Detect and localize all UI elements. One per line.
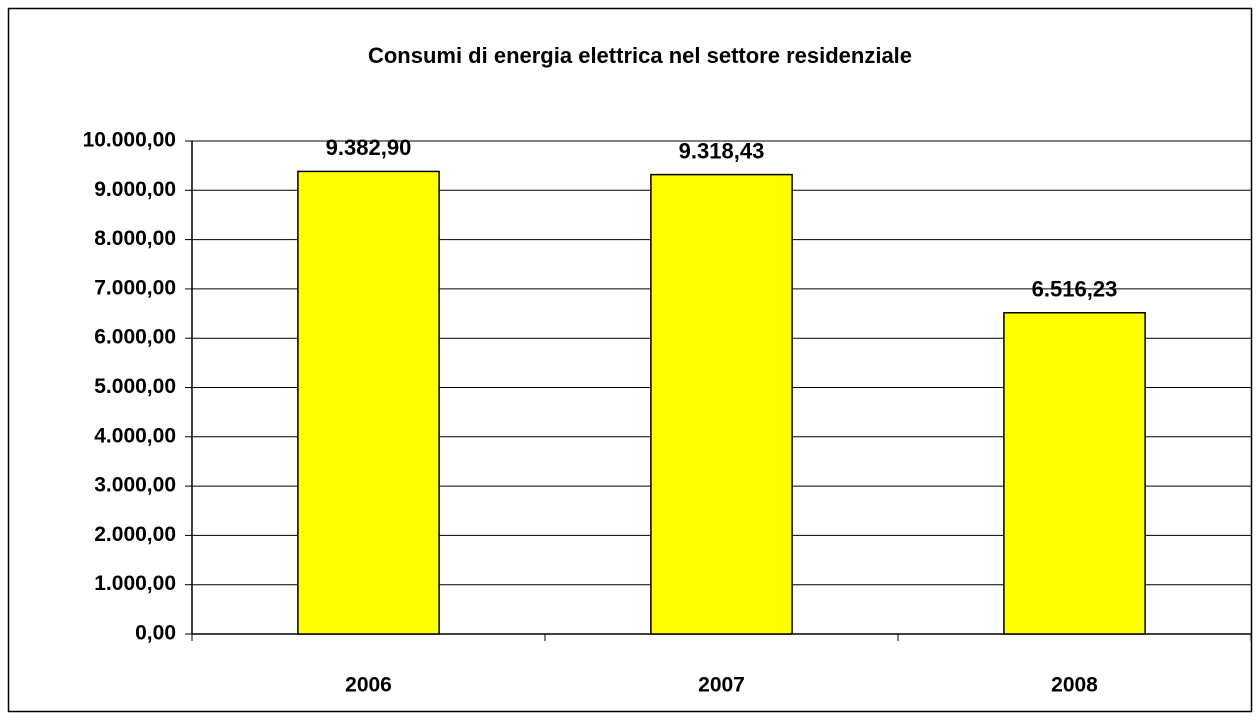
data-label: 9.382,90	[326, 135, 412, 160]
y-tick-label: 3.000,00	[94, 474, 176, 497]
y-tick-label: 1.000,00	[94, 572, 176, 595]
x-tick-label: 2008	[1051, 674, 1098, 697]
y-tick-label: 9.000,00	[94, 178, 176, 201]
data-label: 6.516,23	[1032, 277, 1118, 302]
data-label: 9.318,43	[679, 138, 765, 163]
y-tick-label: 7.000,00	[94, 276, 176, 299]
y-tick-label: 4.000,00	[94, 424, 176, 447]
y-tick-label: 6.000,00	[94, 326, 176, 349]
bar	[297, 170, 440, 635]
y-tick-label: 8.000,00	[94, 227, 176, 250]
x-tick-label: 2006	[345, 674, 392, 697]
y-tick-label: 10.000,00	[83, 129, 176, 152]
x-tick-label: 2007	[698, 674, 745, 697]
bar	[1003, 311, 1146, 635]
y-tick-label: 0,00	[135, 622, 176, 645]
chart-title: Consumi di energia elettrica nel settore…	[368, 43, 912, 68]
bar	[650, 173, 793, 635]
y-tick-label: 5.000,00	[94, 375, 176, 398]
y-tick-label: 2.000,00	[94, 523, 176, 546]
